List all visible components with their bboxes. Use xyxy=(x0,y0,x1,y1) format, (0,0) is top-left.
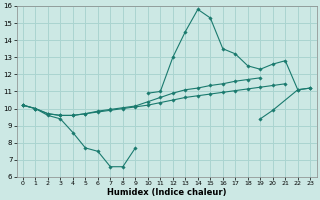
X-axis label: Humidex (Indice chaleur): Humidex (Indice chaleur) xyxy=(107,188,226,197)
